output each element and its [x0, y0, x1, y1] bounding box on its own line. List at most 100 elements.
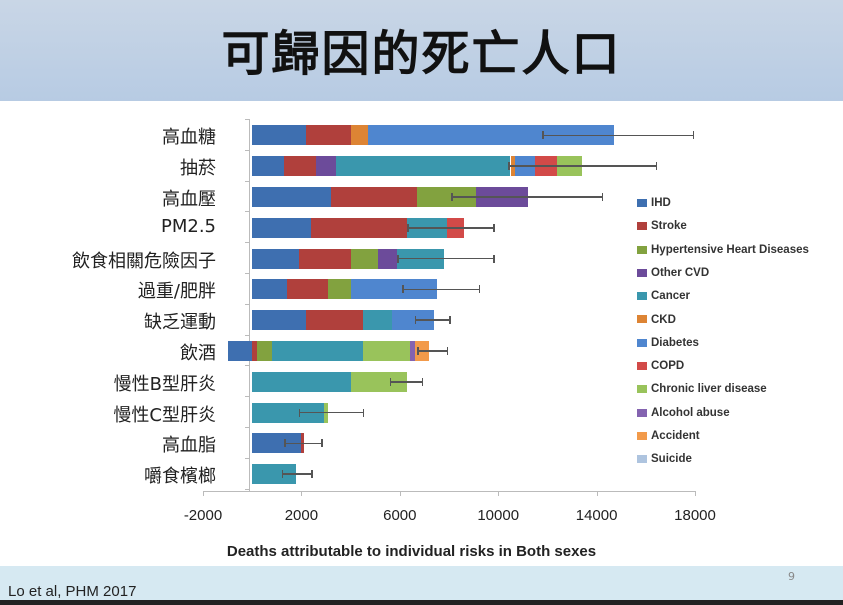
bar-segment-chronic-liver-disease [350, 371, 408, 392]
bar-segment-hypertensive-heart-diseases [257, 341, 272, 361]
legend-item: CKD [637, 314, 676, 330]
x-tick-label: 2000 [284, 507, 319, 524]
legend-swatch-icon [637, 292, 647, 301]
y-tick [245, 334, 249, 336]
error-bar-cap [389, 377, 392, 386]
bar-segment-stroke [330, 187, 417, 207]
bar-segment-diabetes [392, 310, 435, 331]
category-label: 飲酒 [180, 343, 216, 364]
legend-item: COPD [637, 360, 684, 376]
y-tick [245, 211, 249, 213]
category-label: 高血脂 [162, 435, 216, 457]
legend-item: Accident [637, 430, 700, 446]
x-axis-title: Deaths attributable to individual risks … [226, 543, 597, 560]
legend-item: Cancer [637, 290, 690, 306]
bar-segment-hypertensive-heart-diseases [417, 187, 477, 207]
error-bar [397, 257, 494, 260]
error-bar-cap [362, 408, 365, 417]
y-tick [245, 303, 249, 305]
legend-item: Stroke [637, 220, 687, 236]
bottom-border [0, 600, 843, 605]
legend-swatch-icon [637, 245, 647, 254]
category-label: 慢性C型肝炎 [113, 404, 216, 426]
category-label: 飲食相關危險因子 [72, 250, 216, 272]
error-bar [402, 288, 479, 291]
error-bar-cap [397, 254, 399, 263]
error-bar [281, 473, 312, 475]
bar-segment-ihd [252, 217, 312, 238]
category-label: 慢性B型肝炎 [113, 373, 216, 395]
error-bar [417, 350, 447, 352]
page-number: 9 [788, 570, 795, 583]
bar-segment-ihd [227, 341, 253, 361]
legend-swatch-icon [637, 222, 647, 231]
bar-segment-stroke [252, 341, 258, 361]
error-bar-cap [493, 254, 495, 263]
bar-segment-diabetes [350, 279, 437, 300]
error-bar-cap [542, 131, 544, 140]
x-tick [301, 491, 303, 496]
x-tick-label: 18000 [674, 507, 716, 524]
bar-segment-stroke [306, 310, 363, 331]
bar-segment-cancer [335, 156, 511, 177]
x-tick [498, 491, 500, 496]
y-tick [245, 427, 249, 428]
legend-item: Hypertensive Heart Diseases [637, 244, 809, 260]
legend-item: IHD [637, 197, 671, 213]
footer-band [0, 566, 843, 600]
legend-label: Accident [651, 430, 700, 442]
legend-label: Diabetes [651, 336, 699, 349]
bar-segment-cancer [252, 464, 297, 485]
bar-segment-alcohol-abuse [409, 341, 415, 361]
bar-segment-cancer [252, 371, 351, 392]
error-bar-cap [402, 285, 404, 294]
bar-segment-stroke [298, 248, 351, 269]
error-bar-cap [407, 223, 409, 232]
error-bar-cap [281, 470, 284, 479]
legend-label: Other CVD [651, 266, 710, 279]
bar-segment-other-cvd [316, 156, 336, 177]
error-bar [542, 134, 693, 137]
bar-segment-stroke [306, 125, 351, 146]
legend-swatch-icon [637, 362, 647, 371]
bar-segment-ihd [252, 248, 299, 269]
error-bar-cap [655, 162, 658, 171]
chart-area [0, 101, 843, 566]
bar-segment-cancer [271, 341, 363, 361]
error-bar-cap [311, 470, 313, 479]
category-label: 過重/肥胖 [137, 281, 216, 303]
y-tick [245, 365, 249, 367]
bar-segment-ckd [350, 125, 368, 146]
error-bar-cap [449, 316, 451, 325]
bar-segment-stroke [284, 156, 317, 177]
error-bar-cap [692, 131, 695, 140]
category-label: 缺乏運動 [144, 312, 216, 334]
x-axis-line [203, 491, 696, 492]
legend-swatch-icon [637, 338, 647, 347]
bar-segment-hypertensive-heart-diseases [350, 248, 378, 269]
bar-segment-cancer [362, 310, 393, 331]
bar-segment-ihd [252, 433, 302, 454]
bar-segment-chronic-liver-disease [362, 341, 410, 361]
bar-segment-ihd [252, 310, 307, 331]
legend-item: Suicide [637, 453, 692, 469]
error-bar-cap [298, 408, 301, 417]
x-tick [203, 491, 204, 496]
legend-swatch-icon [637, 268, 647, 277]
error-bar [298, 411, 363, 414]
error-bar [284, 442, 322, 445]
x-tick-label: 14000 [575, 507, 618, 524]
y-tick [245, 457, 249, 459]
error-bar-cap [417, 347, 419, 355]
y-tick [245, 242, 249, 244]
legend-label: IHD [651, 197, 671, 209]
y-axis-line [249, 119, 250, 491]
legend-item: Alcohol abuse [637, 407, 730, 423]
bar-segment-cancer [252, 402, 324, 423]
legend-swatch-icon [637, 315, 647, 324]
legend-label: Suicide [651, 453, 692, 466]
error-bar-cap [421, 377, 424, 386]
legend-item: Other CVD [637, 267, 709, 283]
y-tick [245, 396, 249, 398]
x-tick [399, 491, 401, 496]
